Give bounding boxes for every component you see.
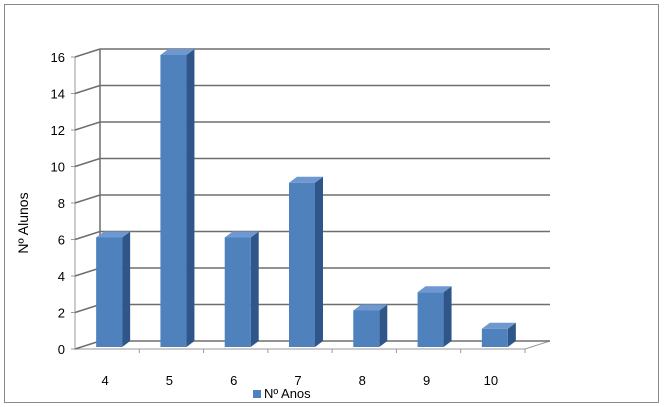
bar [224, 237, 251, 347]
bar-top [289, 176, 323, 183]
y-tick-label: 2 [58, 306, 65, 321]
bars [96, 49, 516, 347]
bar-side [122, 231, 131, 347]
bar-top [481, 322, 516, 329]
y-tick-label: 16 [51, 50, 65, 65]
gridline-diagonal [74, 84, 101, 95]
gridline-diagonal [74, 340, 101, 350]
gridline-diagonal [74, 121, 101, 131]
bar [289, 182, 315, 347]
gridline-diagonal [74, 303, 101, 314]
bar-side [186, 49, 195, 347]
gridline-diagonal [74, 267, 101, 277]
bar-top [417, 286, 452, 293]
y-tick-label: 4 [58, 269, 65, 284]
gridline-diagonal [74, 230, 101, 241]
x-tick-label: 6 [230, 373, 237, 388]
bar [353, 310, 380, 347]
bar-top [224, 231, 259, 238]
x-tick-label: 8 [359, 373, 366, 388]
x-tick-label: 4 [102, 373, 109, 388]
legend-swatch [253, 390, 261, 398]
chart-frame: 0 2 4 6 8 10 12 14 16 4 5 6 7 8 9 10 Nº Alunos Nº Anos [4, 4, 659, 403]
bar-top [96, 231, 131, 238]
bar-top [353, 304, 388, 311]
gridline-diagonal [74, 157, 101, 168]
legend: Nº Anos [253, 386, 311, 401]
bar [96, 237, 123, 347]
x-tick-label: 9 [423, 373, 430, 388]
legend-label: Nº Anos [264, 386, 311, 401]
bar [481, 328, 508, 347]
bar [160, 55, 187, 347]
y-tick-label: 0 [58, 342, 65, 357]
y-tick-label: 6 [58, 233, 65, 248]
bar [417, 292, 444, 347]
bar-side [507, 322, 516, 347]
gridline-diagonal [74, 194, 101, 204]
x-tick-label: 5 [166, 373, 173, 388]
y-tick-label: 8 [58, 196, 65, 211]
y-tick-label: 14 [51, 87, 65, 102]
y-tick-labels: 0 2 4 6 8 10 12 14 16 [51, 50, 65, 357]
y-tick-label: 10 [51, 160, 65, 175]
bar-side [379, 304, 388, 347]
chart-svg: 0 2 4 6 8 10 12 14 16 4 5 6 7 8 9 10 Nº Alunos Nº Anos [15, 48, 551, 401]
floor-edge [524, 340, 551, 350]
x-tick-labels: 4 5 6 7 8 9 10 [102, 349, 526, 388]
bar-side [443, 286, 452, 347]
bar-side [315, 176, 323, 347]
x-tick-label: 10 [484, 373, 498, 388]
bar-top [160, 49, 195, 55]
gridline-diagonal [74, 48, 101, 58]
y-tick-label: 12 [51, 123, 65, 138]
bar-side [250, 231, 259, 347]
x-tick-label: 7 [294, 373, 301, 388]
y-axis-title: Nº Alunos [15, 192, 31, 253]
